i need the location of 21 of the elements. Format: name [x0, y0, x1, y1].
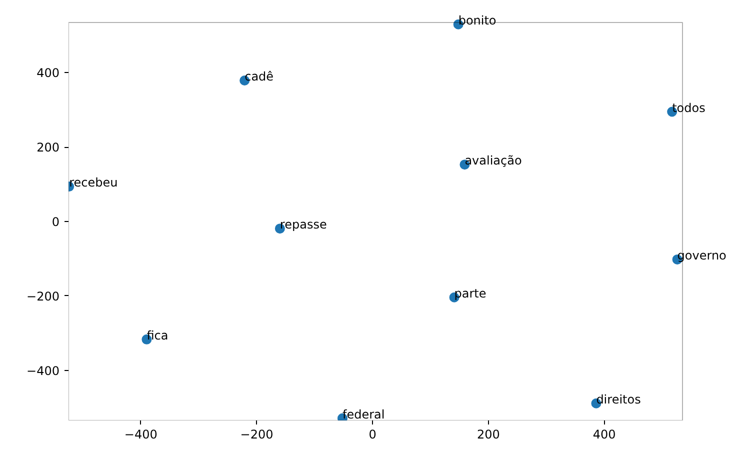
x-tick-label: 200 [477, 428, 500, 442]
annotation: governo [677, 248, 726, 262]
annotation: todos [672, 100, 706, 115]
annotation: repasse [280, 218, 327, 232]
y-tick-label: 0 [52, 215, 60, 229]
annotation: recebeu [69, 176, 118, 190]
y-tick-label: −200 [26, 289, 60, 304]
annotation: avaliação [464, 154, 522, 168]
x-tick-label: −400 [124, 428, 158, 442]
annotation: bonito [458, 13, 496, 28]
annotation: parte [454, 286, 486, 300]
x-tick-label: 400 [592, 428, 616, 442]
annotation: cadê [244, 70, 274, 84]
x-tick-label: −200 [240, 428, 274, 442]
annotation: federal [342, 407, 385, 422]
annotation: direitos [596, 392, 641, 406]
y-tick-label: 200 [36, 140, 60, 155]
x-tick-label: 0 [368, 428, 376, 442]
y-tick-label: −400 [26, 364, 60, 378]
annotation: fica [146, 328, 168, 342]
y-tick-label: 400 [36, 66, 60, 80]
